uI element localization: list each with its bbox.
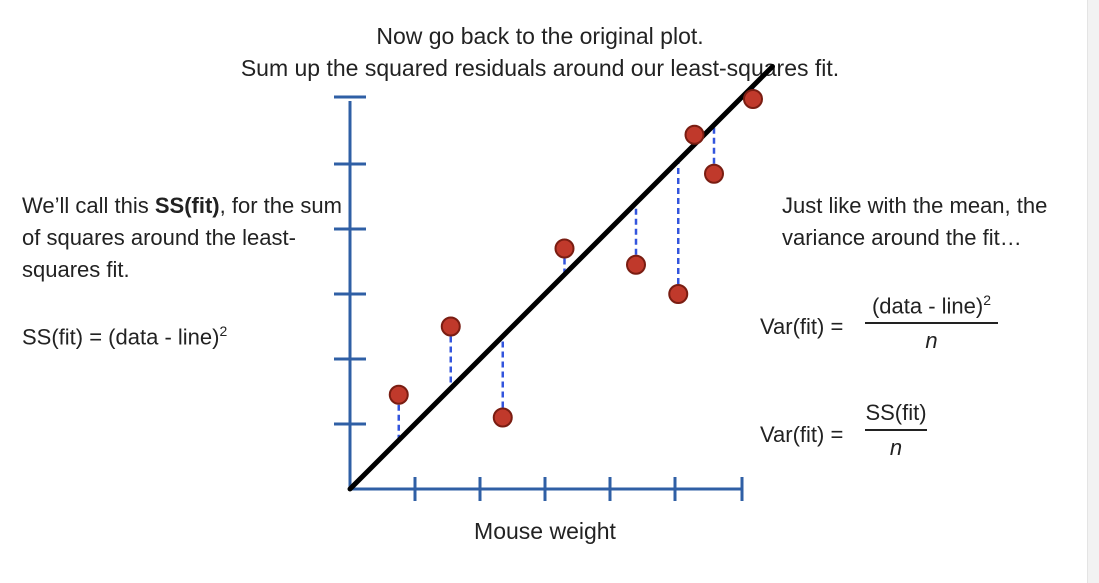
- right-edge-strip: [1087, 0, 1099, 583]
- var-formula-1-numerator-sup: 2: [983, 292, 992, 308]
- left-text-suffix: , for the sum of squares around the leas…: [22, 193, 342, 282]
- var-formula-1-bar: [865, 322, 998, 325]
- data-point: [440, 316, 461, 337]
- data-point: [743, 89, 763, 109]
- data-point: [554, 238, 575, 259]
- var-formula-2-bar: [865, 429, 927, 431]
- ss-formula-lhs: SS(fit) = (data - line): [22, 324, 220, 350]
- var-formula-1-label: Var(fit) =: [760, 314, 844, 339]
- data-point: [388, 384, 409, 405]
- left-description: We’ll call this SS(fit), for the sum of …: [22, 190, 352, 286]
- var-formula-1: Var(fit) = (data - line)2 n: [760, 292, 1060, 372]
- fit-line: [347, 64, 775, 492]
- var-formula-2: Var(fit) = SS(fit) n: [760, 400, 1060, 480]
- left-text-prefix: We’ll call this: [22, 193, 155, 218]
- data-point: [704, 163, 724, 184]
- right-description: Just like with the mean, the variance ar…: [782, 193, 1048, 250]
- x-axis-label: Mouse weight: [474, 518, 616, 544]
- title-line-2: Sum up the squared residuals around our …: [240, 55, 840, 81]
- data-point: [668, 284, 689, 304]
- ss-formula-sup: 2: [219, 323, 228, 339]
- left-text-bold: SS(fit): [154, 193, 220, 218]
- ss-fit-formula: SS(fit) = (data - line)2: [22, 316, 227, 352]
- var-formula-2-label: Var(fit) =: [760, 422, 844, 447]
- data-point: [684, 124, 705, 145]
- var-formula-1-denominator: n: [925, 328, 938, 354]
- data-point: [626, 254, 646, 275]
- title-line-1: Now go back to the original plot.: [376, 23, 704, 49]
- var-formula-1-numerator: (data - line)2: [865, 292, 998, 319]
- data-point: [492, 407, 513, 428]
- var-formula-2-numerator: SS(fit): [865, 400, 927, 425]
- var-formula-2-fraction: SS(fit) n: [865, 400, 927, 461]
- slide-title: Now go back to the original plot. Sum up…: [180, 20, 900, 84]
- var-formula-1-fraction: (data - line)2 n: [865, 292, 998, 354]
- var-formula-2-denominator: n: [889, 435, 903, 460]
- var-formula-1-numerator-text: (data - line): [871, 293, 984, 319]
